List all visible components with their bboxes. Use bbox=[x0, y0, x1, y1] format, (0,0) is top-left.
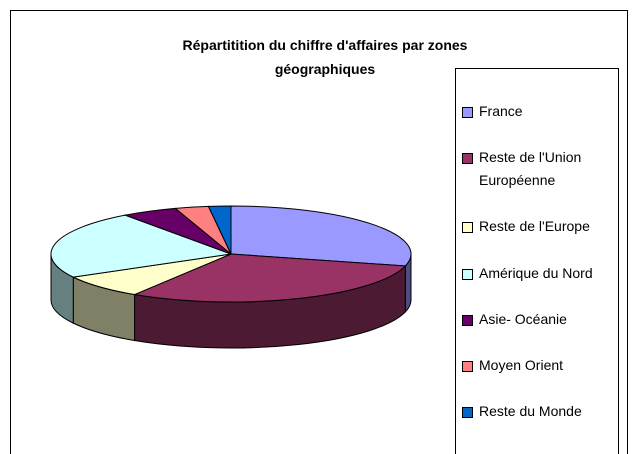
legend-swatch bbox=[462, 360, 473, 372]
legend-item: Asie- Océanie bbox=[462, 308, 618, 331]
legend-label: Amérique du Nord bbox=[479, 264, 593, 281]
pie-slice bbox=[71, 253, 232, 296]
legend-swatch bbox=[462, 268, 473, 280]
legend-label: France bbox=[479, 103, 523, 120]
legend-item: Reste du Monde bbox=[462, 400, 618, 423]
pie-slice bbox=[132, 253, 407, 303]
legend-label: Reste du Monde bbox=[479, 402, 582, 419]
legend-swatch bbox=[462, 222, 473, 234]
legend-item: Reste de l'Union Européenne bbox=[462, 146, 618, 192]
chart-frame bbox=[10, 10, 628, 454]
legend-item: France bbox=[462, 100, 618, 123]
legend-swatch bbox=[462, 314, 473, 326]
legend-item: Moyen Orient bbox=[462, 354, 618, 377]
legend-item: Amérique du Nord bbox=[462, 262, 618, 285]
pie-slice bbox=[230, 205, 412, 267]
legend-swatch bbox=[462, 153, 473, 165]
legend-label: Reste de l'Europe bbox=[479, 218, 590, 235]
legend-label: Asie- Océanie bbox=[479, 310, 567, 327]
legend-swatch bbox=[462, 406, 473, 418]
chart-title: géographiques bbox=[275, 61, 376, 77]
legend-swatch bbox=[462, 107, 473, 119]
chart-title: Répartitition du chiffre d'affaires par … bbox=[183, 37, 468, 53]
legend: France Reste de l'Union Européenne Reste d… bbox=[455, 68, 619, 454]
pie-slice bbox=[207, 205, 232, 255]
legend-item: Reste de l'Europe bbox=[462, 215, 618, 238]
pie-slice bbox=[50, 214, 232, 278]
pie-tops bbox=[50, 205, 412, 303]
legend-label: Reste de l'Union Européenne bbox=[479, 149, 582, 189]
legend-label: Moyen Orient bbox=[479, 356, 564, 373]
pie-sides bbox=[50, 253, 412, 349]
